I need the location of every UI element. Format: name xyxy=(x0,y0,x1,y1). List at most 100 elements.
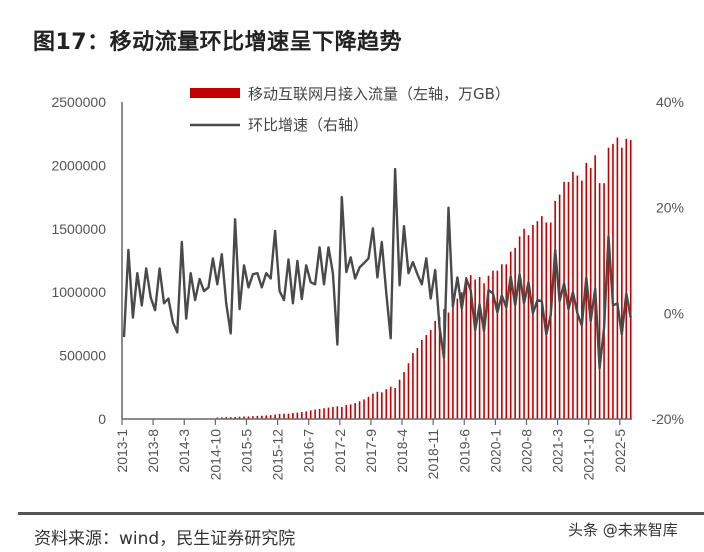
bar-2016-5 xyxy=(301,412,303,419)
bar-2020-10 xyxy=(536,221,539,419)
bar-2018-11 xyxy=(434,320,436,419)
x-tick-label: 2013-1 xyxy=(114,429,130,473)
bar-2021-8 xyxy=(581,180,583,419)
bar-2019-9 xyxy=(478,276,481,419)
bar-2022-3 xyxy=(612,143,614,419)
y-left-tick-label: 1000000 xyxy=(51,284,106,300)
y-left-tick-label: 2500000 xyxy=(51,94,106,110)
bar-2016-11 xyxy=(327,407,330,419)
x-tick-label: 2017-9 xyxy=(363,429,379,473)
y-right-tick-label: 20% xyxy=(656,200,684,216)
bar-2020-12 xyxy=(545,222,548,419)
x-tick-label: 2018-4 xyxy=(394,429,410,473)
bar-2014-12 xyxy=(225,417,228,419)
bar-2018-12 xyxy=(438,317,441,419)
y-left-tick-label: 1500000 xyxy=(51,221,106,237)
bar-2019-11 xyxy=(487,275,490,419)
bar-2016-9 xyxy=(318,408,321,419)
bar-2021-7 xyxy=(576,175,579,419)
x-tick-label: 2014-10 xyxy=(207,429,223,481)
legend-label-bars: 移动互联网月接入流量（左轴，万GB） xyxy=(248,85,510,103)
bar-2020-2 xyxy=(501,264,503,419)
bar-2019-6 xyxy=(465,276,468,419)
bar-2020-9 xyxy=(532,224,534,419)
x-tick-label: 2016-7 xyxy=(301,429,317,473)
bar-2015-5 xyxy=(247,416,250,419)
bar-2021-3 xyxy=(558,194,561,419)
y-right-tick-label: 0% xyxy=(664,305,684,321)
bar-2021-11 xyxy=(594,155,596,420)
bar-2019-3 xyxy=(452,302,454,419)
bar-2022-1 xyxy=(603,183,605,419)
chart-title: 图17：移动流量环比增速呈下降趋势 xyxy=(33,30,403,55)
x-tick-label: 2015-5 xyxy=(238,429,254,473)
bar-2014-10 xyxy=(216,417,219,419)
legend-label-line: 环比增速（右轴） xyxy=(248,116,368,134)
x-tick-label: 2013-8 xyxy=(145,429,161,473)
x-tick-label: 2021-3 xyxy=(550,429,566,473)
bar-2018-3 xyxy=(398,379,401,419)
bar-2017-4 xyxy=(349,404,352,419)
bar-2016-8 xyxy=(314,409,316,419)
bar-2015-1 xyxy=(229,417,232,419)
bar-2015-8 xyxy=(260,415,263,419)
bar-2020-8 xyxy=(527,235,530,419)
bar-2015-4 xyxy=(243,416,245,419)
bar-2018-1 xyxy=(389,386,392,419)
bar-2021-1 xyxy=(549,222,552,419)
x-tick-label: 2019-6 xyxy=(456,429,472,473)
bar-2019-8 xyxy=(474,279,476,419)
bar-2020-4 xyxy=(509,251,512,419)
bar-2016-1 xyxy=(283,413,285,419)
bar-2020-1 xyxy=(496,270,499,419)
bar-2016-4 xyxy=(296,412,299,419)
bar-2015-10 xyxy=(269,415,272,419)
y-right-tick-label: 40% xyxy=(656,94,684,110)
bar-2017-2 xyxy=(341,406,343,419)
bar-2019-5 xyxy=(461,292,463,419)
bar-2019-1 xyxy=(443,309,445,419)
bar-2020-5 xyxy=(514,247,516,419)
bar-2022-4 xyxy=(616,137,619,419)
bar-2021-2 xyxy=(554,200,556,419)
line-series-mom-growth xyxy=(122,167,632,370)
bar-2018-4 xyxy=(403,372,405,419)
bar-2014-11 xyxy=(220,417,223,419)
bar-2019-7 xyxy=(469,275,472,419)
x-tick-label: 2015-12 xyxy=(270,429,286,481)
bar-2016-12 xyxy=(332,406,334,419)
bar-2015-3 xyxy=(238,416,241,419)
y-right-tick-label: -20% xyxy=(651,411,684,427)
source-note: 资料来源：wind，民生证券研究院 xyxy=(34,529,296,549)
bar-2015-7 xyxy=(256,415,259,419)
bar-2022-6 xyxy=(625,138,628,419)
bar-series xyxy=(216,137,632,420)
bar-2022-2 xyxy=(607,147,610,419)
bar-2016-7 xyxy=(309,410,312,419)
bar-2018-6 xyxy=(412,353,414,419)
bar-2020-6 xyxy=(518,236,521,419)
x-tick-label: 2014-3 xyxy=(176,429,192,473)
bar-2022-7 xyxy=(629,140,632,420)
bar-2020-11 xyxy=(541,216,543,419)
x-tick-label: 2021-10 xyxy=(581,429,597,481)
bar-2019-10 xyxy=(483,283,485,419)
bar-2022-5 xyxy=(621,147,623,419)
source-divider xyxy=(18,512,704,515)
x-tick-label: 2017-2 xyxy=(332,429,348,473)
bar-2018-2 xyxy=(394,387,396,419)
bar-2017-5 xyxy=(354,403,356,419)
bar-2017-3 xyxy=(345,405,348,419)
bar-2017-11 xyxy=(381,392,383,419)
bar-2015-9 xyxy=(265,415,268,419)
bar-2018-7 xyxy=(416,347,419,419)
x-tick-label: 2022-5 xyxy=(612,429,628,473)
x-tick-label: 2020-8 xyxy=(518,429,534,473)
bar-2015-2 xyxy=(234,416,236,419)
bar-2017-7 xyxy=(363,399,365,419)
bar-2020-3 xyxy=(505,264,508,419)
watermark: 头条 @未来智库 xyxy=(568,521,678,539)
bar-2017-12 xyxy=(385,389,388,419)
bar-2017-10 xyxy=(376,391,379,419)
y-left-tick-label: 0 xyxy=(98,411,106,427)
